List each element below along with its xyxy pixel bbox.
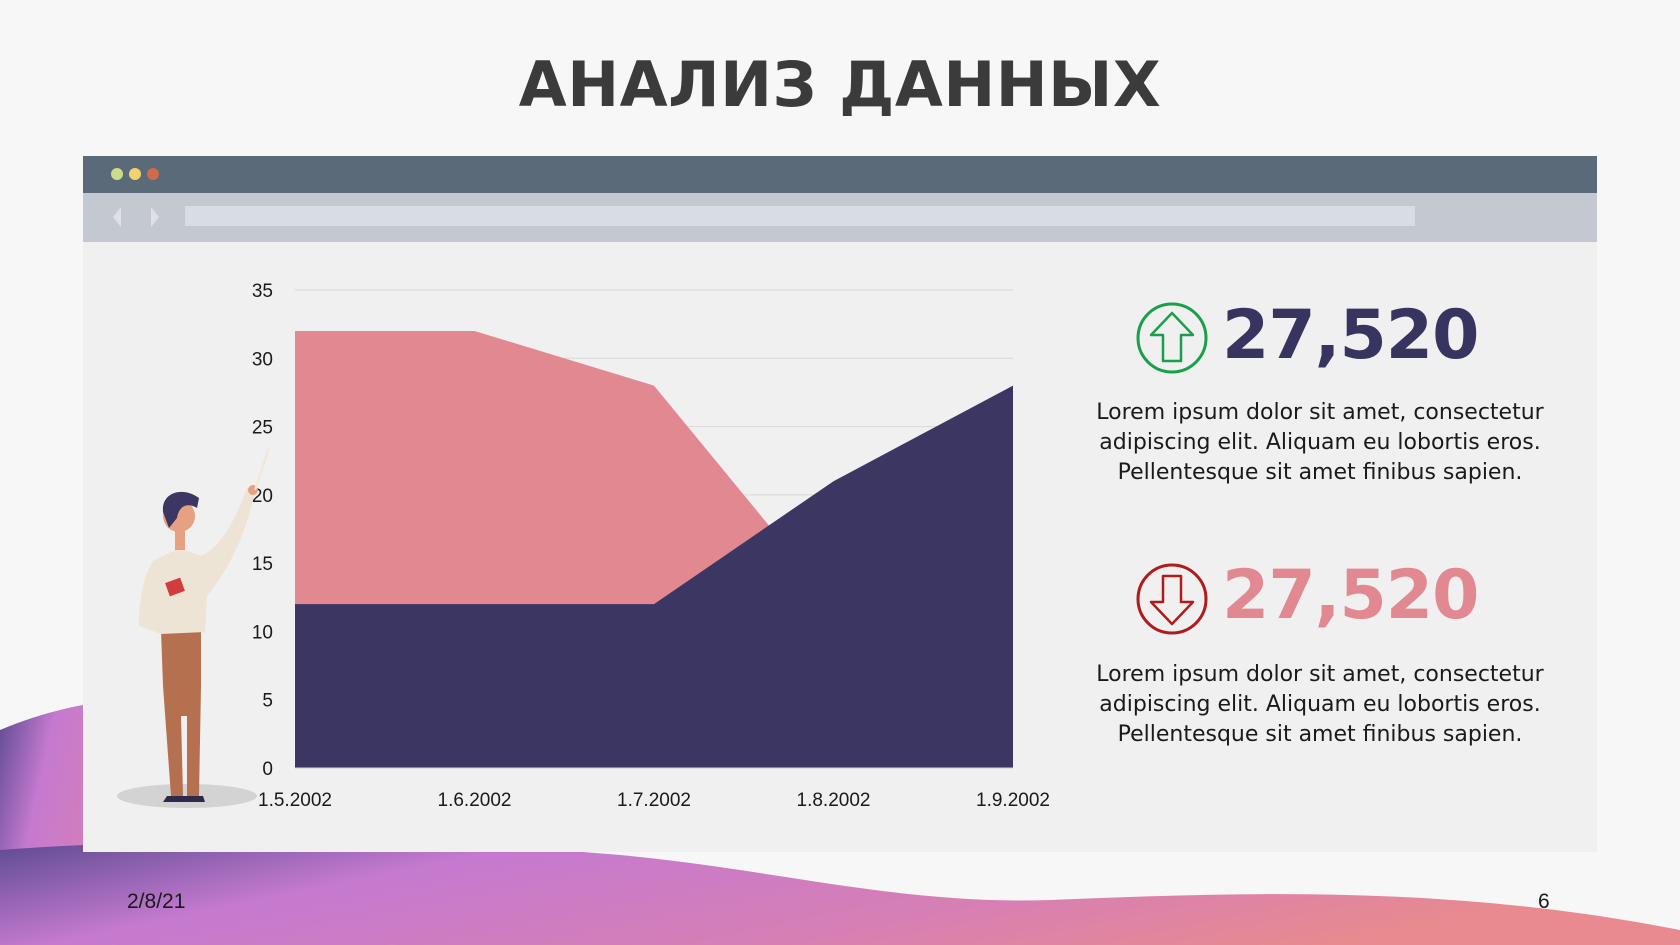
window-dot-green [111, 168, 123, 180]
slide-date: 2/8/21 [127, 890, 186, 913]
slide-page-number: 6 [1538, 890, 1550, 913]
page-title: АНАЛИЗ ДАННЫХ [518, 48, 1162, 121]
kpi-description-line: adipiscing elit. Aliquam eu lobortis ero… [1099, 430, 1541, 455]
url-field [185, 206, 1415, 226]
y-tick-label: 0 [262, 759, 273, 780]
back-arrow-icon [113, 207, 121, 227]
kpi-description-line: Lorem ipsum dolor sit amet, consectetur [1096, 400, 1544, 425]
chart-areas [295, 330, 1013, 768]
kpi-description-line: Pellentesque sit amet finibus sapien. [1117, 722, 1523, 747]
browser-address-bar [83, 193, 1597, 242]
kpi-value-up: 27,520 [1222, 296, 1479, 375]
y-tick-label: 15 [252, 554, 273, 575]
x-axis-labels: 1.5.2002 1.6.2002 1.7.2002 1.8.2002 1.9.2002 [258, 790, 1050, 811]
kpi-description-line: Pellentesque sit amet finibus sapien. [1117, 460, 1523, 485]
arrow-down-icon [1136, 563, 1208, 635]
forward-arrow-icon [151, 207, 159, 227]
area-series-1 [295, 385, 1013, 768]
y-tick-label: 25 [252, 418, 273, 439]
browser-titlebar [83, 156, 1597, 193]
kpi-description-line: Lorem ipsum dolor sit amet, consectetur [1096, 662, 1544, 687]
x-tick-label: 1.5.2002 [258, 790, 332, 811]
x-tick-label: 1.6.2002 [438, 790, 512, 811]
x-tick-label: 1.7.2002 [617, 790, 691, 811]
y-tick-label: 10 [252, 622, 273, 643]
y-tick-label: 5 [262, 691, 273, 712]
kpi-description-up: Lorem ipsum dolor sit amet, consectetur … [1090, 398, 1550, 488]
kpi-description-line: adipiscing elit. Aliquam eu lobortis ero… [1099, 692, 1541, 717]
kpi-value-down: 27,520 [1222, 556, 1479, 635]
window-dot-red [147, 168, 159, 180]
y-tick-label: 35 [252, 281, 273, 302]
y-tick-label: 30 [252, 349, 273, 370]
x-tick-label: 1.9.2002 [976, 790, 1050, 811]
kpi-description-down: Lorem ipsum dolor sit amet, consectetur … [1090, 660, 1550, 750]
presenter-illustration [117, 447, 270, 808]
x-tick-label: 1.8.2002 [797, 790, 871, 811]
window-dot-yellow [129, 168, 141, 180]
arrow-up-icon [1136, 302, 1208, 374]
